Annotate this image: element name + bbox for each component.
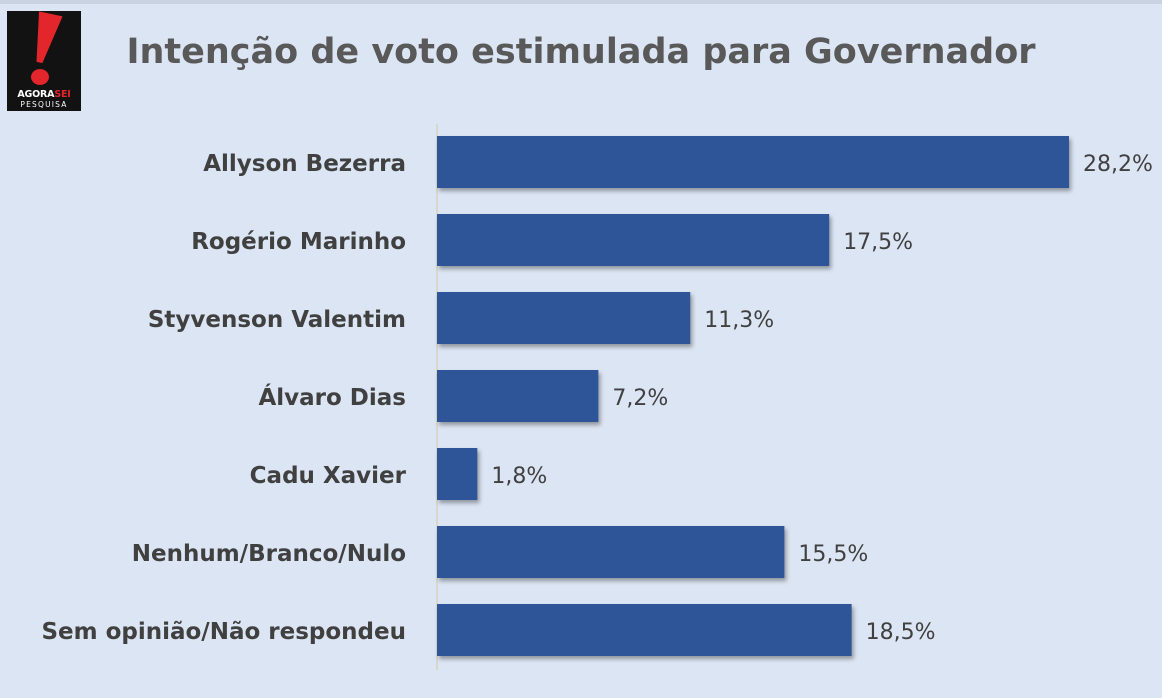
value-label: 28,2% <box>1083 152 1153 177</box>
category-label: Styvenson Valentim <box>148 307 406 333</box>
bar-0 <box>437 136 1069 188</box>
exclamation-mark-icon <box>31 11 63 85</box>
value-label: 7,2% <box>612 386 668 411</box>
chart-title: Intenção de voto estimulada para Governa… <box>0 32 1162 72</box>
value-label: 1,8% <box>491 464 547 489</box>
value-label: 11,3% <box>704 308 774 333</box>
bar-1 <box>437 214 830 266</box>
category-label: Sem opinião/Não respondeu <box>41 619 406 645</box>
bar-6 <box>437 604 852 656</box>
value-label: 17,5% <box>843 230 913 255</box>
logo-subtitle: PESQUISA <box>20 100 68 109</box>
top-border <box>0 0 1162 4</box>
value-label: 15,5% <box>798 542 868 567</box>
category-label: Álvaro Dias <box>258 383 406 411</box>
bar-5 <box>437 526 785 578</box>
chart-title-text: Intenção de voto estimulada para Governa… <box>126 32 1036 72</box>
category-label: Rogério Marinho <box>191 229 406 255</box>
bar-4 <box>437 448 478 500</box>
category-label: Allyson Bezerra <box>203 151 406 177</box>
bar-2 <box>437 292 691 344</box>
bar-3 <box>437 370 599 422</box>
agorasei-logo: AGORASEI PESQUISA <box>7 11 81 111</box>
category-label: Nenhum/Branco/Nulo <box>132 541 406 567</box>
logo-brand-text: AGORASEI <box>17 89 71 100</box>
value-label: 18,5% <box>866 620 936 645</box>
category-label: Cadu Xavier <box>250 463 407 489</box>
